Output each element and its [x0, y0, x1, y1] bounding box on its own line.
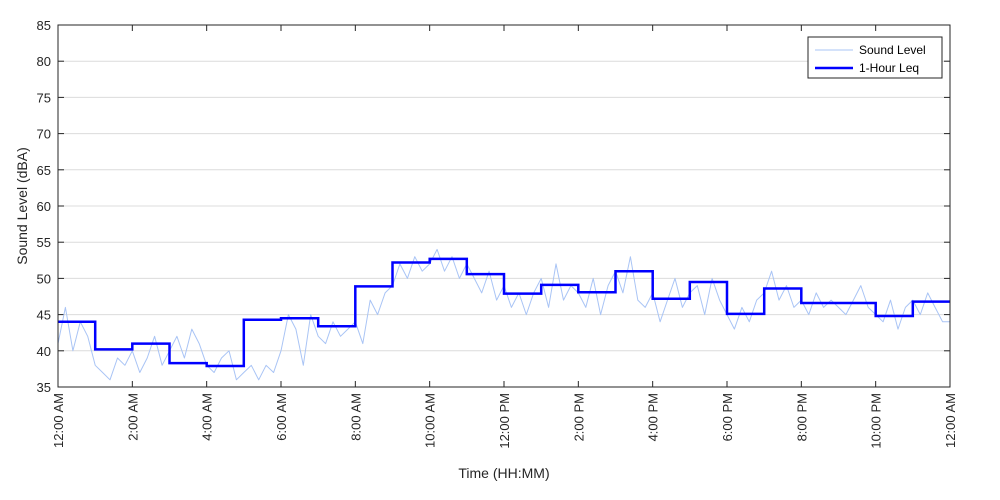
series-group — [57, 248, 950, 381]
y-axis-title: Sound Level (dBA) — [14, 147, 30, 265]
y-tick-label: 85 — [37, 18, 51, 33]
x-tick-label: 12:00 AM — [51, 393, 66, 448]
plot-series-layer — [57, 248, 950, 381]
y-tick-label: 50 — [37, 271, 51, 286]
y-axis-ticks: 35 40 45 50 55 60 65 70 75 80 85 — [37, 18, 950, 395]
legend-label-leq: 1-Hour Leq — [859, 61, 919, 75]
x-tick-label: 12:00 AM — [943, 393, 958, 448]
y-tick-label: 65 — [37, 163, 51, 178]
x-axis-title: Time (HH:MM) — [458, 465, 549, 481]
x-tick-label: 2:00 PM — [571, 393, 586, 441]
x-tick-label: 4:00 PM — [646, 393, 661, 441]
series-leq-step-line — [58, 257, 950, 368]
y-tick-label: 45 — [37, 308, 51, 323]
x-tick-label: 6:00 AM — [274, 393, 289, 441]
y-tick-label: 55 — [37, 235, 51, 250]
x-tick-label: 8:00 AM — [348, 393, 363, 441]
x-tick-label: 12:00 PM — [497, 393, 512, 449]
x-axis-ticks: 12:00 AM 2:00 AM 4:00 AM 6:00 AM 8:00 AM 10:0… — [51, 25, 958, 449]
y-tick-label: 60 — [37, 199, 51, 214]
x-tick-label: 6:00 PM — [720, 393, 735, 441]
y-tick-label: 40 — [37, 344, 51, 359]
y-tick-label: 35 — [37, 380, 51, 395]
x-tick-label: 10:00 AM — [423, 393, 438, 448]
x-tick-label: 4:00 AM — [200, 393, 215, 441]
y-tick-label: 75 — [37, 90, 51, 105]
y-tick-label: 70 — [37, 127, 51, 142]
legend: Sound Level 1-Hour Leq — [807, 36, 943, 79]
x-tick-label: 2:00 AM — [125, 393, 140, 441]
y-tick-label: 80 — [37, 54, 51, 69]
legend-label-sound-level: Sound Level — [859, 43, 926, 57]
x-tick-label: 8:00 PM — [794, 393, 809, 441]
plot-frame — [57, 24, 951, 388]
x-tick-label: 10:00 PM — [869, 393, 884, 449]
legend-box — [807, 36, 943, 79]
